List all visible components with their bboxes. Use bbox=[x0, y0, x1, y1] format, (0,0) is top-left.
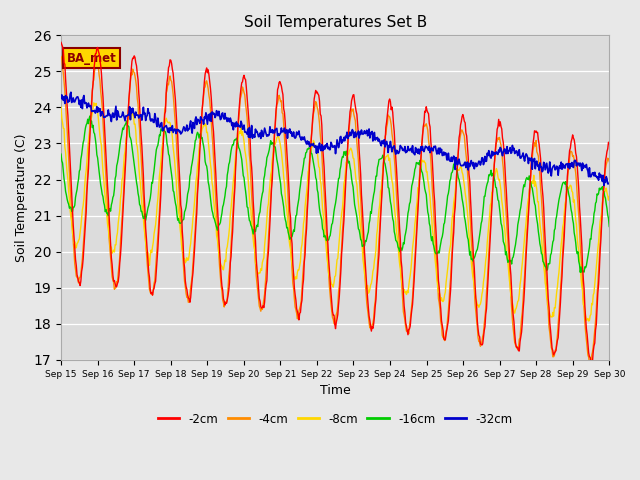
Text: BA_met: BA_met bbox=[67, 51, 116, 64]
Legend: -2cm, -4cm, -8cm, -16cm, -32cm: -2cm, -4cm, -8cm, -16cm, -32cm bbox=[153, 408, 517, 431]
Title: Soil Temperatures Set B: Soil Temperatures Set B bbox=[243, 15, 427, 30]
Y-axis label: Soil Temperature (C): Soil Temperature (C) bbox=[15, 133, 28, 262]
X-axis label: Time: Time bbox=[320, 384, 351, 397]
